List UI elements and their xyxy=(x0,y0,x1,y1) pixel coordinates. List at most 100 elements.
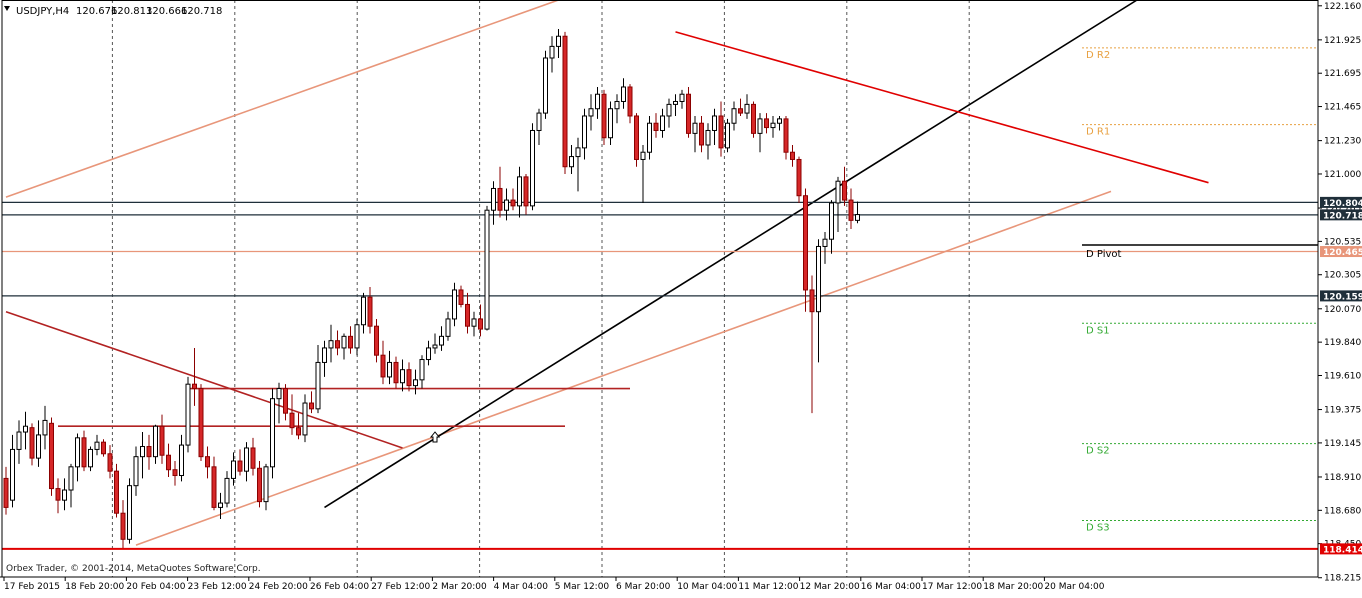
candle[interactable] xyxy=(16,420,22,464)
candle[interactable] xyxy=(29,423,35,466)
candle[interactable] xyxy=(159,414,165,464)
candle[interactable] xyxy=(621,78,626,109)
candle[interactable] xyxy=(751,101,756,138)
candle[interactable] xyxy=(601,89,607,145)
candle[interactable] xyxy=(114,463,119,518)
candle[interactable] xyxy=(640,144,646,203)
candle[interactable] xyxy=(302,394,308,443)
candle[interactable] xyxy=(556,28,561,58)
candle[interactable] xyxy=(465,292,470,334)
candle[interactable] xyxy=(562,31,568,174)
candle[interactable] xyxy=(237,449,243,476)
candle[interactable] xyxy=(400,359,405,392)
candle[interactable] xyxy=(718,101,724,157)
candle[interactable] xyxy=(23,411,28,450)
candle[interactable] xyxy=(666,98,672,128)
candle[interactable] xyxy=(49,417,54,496)
candles[interactable] xyxy=(3,28,860,549)
candle[interactable] xyxy=(770,115,776,138)
candle[interactable] xyxy=(699,115,704,153)
candle[interactable] xyxy=(842,166,847,206)
candle[interactable] xyxy=(855,201,860,224)
candle[interactable] xyxy=(419,355,425,389)
candle[interactable] xyxy=(205,446,210,479)
candle[interactable] xyxy=(478,304,483,337)
candle[interactable] xyxy=(809,275,815,414)
candle[interactable] xyxy=(530,123,535,211)
candle[interactable] xyxy=(289,394,295,435)
candle[interactable] xyxy=(738,98,743,116)
candle[interactable] xyxy=(263,463,269,511)
candle[interactable] xyxy=(140,432,145,479)
candle[interactable] xyxy=(777,115,782,131)
candle[interactable] xyxy=(361,292,366,334)
candle[interactable] xyxy=(471,311,477,337)
candle[interactable] xyxy=(731,101,737,131)
candle[interactable] xyxy=(452,282,457,327)
candle[interactable] xyxy=(595,86,600,119)
candle[interactable] xyxy=(764,113,769,134)
candle[interactable] xyxy=(432,333,438,354)
candle[interactable] xyxy=(374,318,379,363)
candle[interactable] xyxy=(803,188,808,312)
candle[interactable] xyxy=(348,326,353,354)
candle[interactable] xyxy=(523,173,529,215)
candle[interactable] xyxy=(88,446,93,472)
candle[interactable] xyxy=(517,166,522,218)
symbol-dropdown-icon[interactable] xyxy=(4,6,10,11)
candle[interactable] xyxy=(10,434,15,508)
candle[interactable] xyxy=(796,156,802,203)
candle[interactable] xyxy=(627,84,633,124)
candle[interactable] xyxy=(75,433,80,482)
candle[interactable] xyxy=(276,382,282,424)
candle[interactable] xyxy=(426,340,431,366)
candle[interactable] xyxy=(653,113,659,138)
candle[interactable] xyxy=(94,434,100,456)
candle[interactable] xyxy=(315,345,321,414)
candle[interactable] xyxy=(81,430,87,472)
candle[interactable] xyxy=(393,356,399,389)
candle[interactable] xyxy=(341,333,347,360)
candle[interactable] xyxy=(413,369,418,395)
candle[interactable] xyxy=(133,446,139,496)
candle[interactable] xyxy=(283,384,288,421)
candle[interactable] xyxy=(744,94,750,119)
candle[interactable] xyxy=(107,445,113,479)
candle[interactable] xyxy=(354,318,360,356)
candle[interactable] xyxy=(257,461,262,508)
candle[interactable] xyxy=(588,94,594,131)
candle[interactable] xyxy=(757,113,763,153)
candle[interactable] xyxy=(582,108,587,160)
candle[interactable] xyxy=(608,101,613,145)
candle[interactable] xyxy=(68,463,74,508)
candle[interactable] xyxy=(725,118,730,153)
candle[interactable] xyxy=(270,388,275,479)
candle[interactable] xyxy=(211,456,217,511)
candle[interactable] xyxy=(692,115,698,153)
candle[interactable] xyxy=(549,36,555,73)
candle[interactable] xyxy=(322,340,327,377)
candle[interactable] xyxy=(647,115,652,160)
candle[interactable] xyxy=(848,188,854,230)
candle[interactable] xyxy=(614,94,620,124)
candle[interactable] xyxy=(660,108,665,138)
candle[interactable] xyxy=(575,137,581,192)
candle[interactable] xyxy=(705,123,711,160)
candle[interactable] xyxy=(244,442,249,482)
candle[interactable] xyxy=(634,113,639,167)
candle[interactable] xyxy=(192,347,197,406)
candle[interactable] xyxy=(3,466,9,515)
candle[interactable] xyxy=(712,108,717,145)
candle[interactable] xyxy=(127,478,132,544)
candle[interactable] xyxy=(185,376,191,453)
candle[interactable] xyxy=(231,452,236,486)
candle[interactable] xyxy=(445,311,451,341)
candle[interactable] xyxy=(536,108,542,145)
candle[interactable] xyxy=(387,350,392,385)
candle[interactable] xyxy=(679,89,685,109)
candle[interactable] xyxy=(569,144,574,174)
candle[interactable] xyxy=(504,188,509,221)
candle[interactable] xyxy=(62,478,67,511)
